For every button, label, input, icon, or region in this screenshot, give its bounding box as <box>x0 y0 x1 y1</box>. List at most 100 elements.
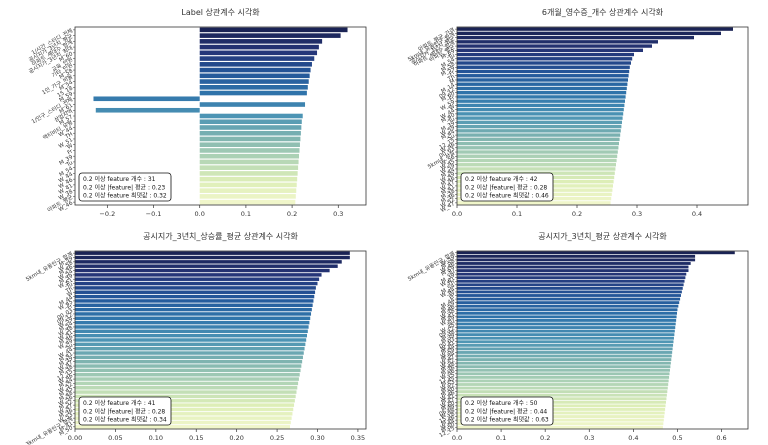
bar <box>75 329 308 334</box>
bar <box>75 312 312 316</box>
bar <box>457 86 627 91</box>
bar <box>199 44 319 50</box>
bar <box>75 390 297 394</box>
y-tick-label: Tu <box>447 116 456 125</box>
bar <box>457 333 675 337</box>
bar <box>75 412 293 416</box>
bar <box>457 269 689 273</box>
bar <box>457 329 675 333</box>
bar <box>457 351 673 354</box>
bar <box>457 167 616 171</box>
bar <box>457 262 691 265</box>
chart-title: 공시지가_3년치_상승률_평균 상관계수 시각화 <box>143 231 298 241</box>
bar <box>457 365 671 369</box>
bar <box>75 399 295 403</box>
bar <box>457 31 721 36</box>
annotation-line: 0.2 이상 feature 최댓값 : 0.63 <box>465 416 549 424</box>
bar <box>457 415 665 418</box>
bar <box>457 308 678 312</box>
bar <box>75 299 314 303</box>
bar <box>457 133 621 137</box>
x-tick-label: 0.0 <box>452 210 462 218</box>
bar <box>199 171 298 176</box>
bar <box>199 79 309 84</box>
bar <box>457 297 681 301</box>
bar <box>457 301 680 305</box>
bar <box>199 136 301 142</box>
bar <box>75 381 299 386</box>
bar <box>457 336 674 340</box>
bar <box>75 342 306 347</box>
bar <box>457 375 670 379</box>
bar <box>457 90 627 95</box>
y-tick-label: Fr <box>449 293 457 301</box>
x-tick-label: 0.30 <box>310 434 324 442</box>
x-tick-label: 0.20 <box>229 434 243 442</box>
bar <box>199 188 297 193</box>
x-tick-label: 0.3 <box>584 434 594 442</box>
bar <box>457 254 696 258</box>
bar <box>457 251 735 255</box>
bar <box>199 56 315 61</box>
x-tick-label: −0.1 <box>146 210 162 218</box>
y-tick-label: Tu <box>65 160 74 169</box>
bar <box>457 383 669 386</box>
x-tick-label: 0.1 <box>496 434 506 442</box>
annotation-line: 0.2 이상 feature 최댓값 : 0.32 <box>83 192 167 200</box>
bar <box>457 99 625 103</box>
bar <box>199 119 302 125</box>
annotation-line: 0.2 이상 feature 최댓값 : 0.34 <box>83 416 167 424</box>
chart-panel-1: Label 상관계수 시각화−0.2 −0.1 0.0 0.1 0.2 0.31/시간_스… <box>27 7 367 218</box>
y-tick-label: Fr <box>67 303 75 311</box>
bar <box>457 354 672 358</box>
bar <box>199 148 300 153</box>
bar <box>457 407 666 411</box>
bar <box>457 116 623 120</box>
bar <box>75 264 338 268</box>
bar <box>457 120 622 125</box>
bar <box>93 96 200 102</box>
bar <box>75 394 296 399</box>
bar <box>75 351 304 355</box>
bar <box>457 265 689 269</box>
bar <box>457 311 678 315</box>
bar <box>75 425 291 429</box>
bar <box>199 194 296 199</box>
bar <box>75 420 291 425</box>
bar <box>199 39 323 44</box>
bar <box>457 272 687 276</box>
bar <box>199 102 306 107</box>
bar <box>457 27 733 31</box>
bar <box>457 400 666 404</box>
bar <box>457 137 620 142</box>
y-tick-label: Su <box>447 319 456 328</box>
bar <box>75 303 313 308</box>
bar <box>457 112 624 116</box>
bar <box>75 255 350 260</box>
x-tick-label: 0.4 <box>692 210 702 218</box>
bar <box>457 107 624 112</box>
bar <box>199 153 300 159</box>
y-tick-label: Tu <box>447 53 456 62</box>
bar <box>199 73 310 79</box>
bar <box>199 62 312 67</box>
y-tick-label: Fr <box>449 69 457 77</box>
y-tick-label: W <box>448 290 456 298</box>
bar <box>457 390 668 394</box>
y-tick-label: TH <box>64 131 74 140</box>
x-tick-label: 0.25 <box>270 434 284 442</box>
bar <box>199 176 298 182</box>
bar <box>75 346 305 351</box>
y-tick-label: Fr <box>67 148 75 156</box>
bar <box>75 268 330 273</box>
bar <box>199 33 341 38</box>
bar <box>75 294 315 299</box>
x-tick-label: 0.35 <box>351 434 365 442</box>
bar <box>75 277 320 281</box>
bar <box>457 425 663 429</box>
bar <box>75 364 302 368</box>
bar <box>199 130 301 136</box>
bar <box>457 418 664 422</box>
bar <box>75 286 316 290</box>
x-tick-label: 0.05 <box>108 434 122 442</box>
